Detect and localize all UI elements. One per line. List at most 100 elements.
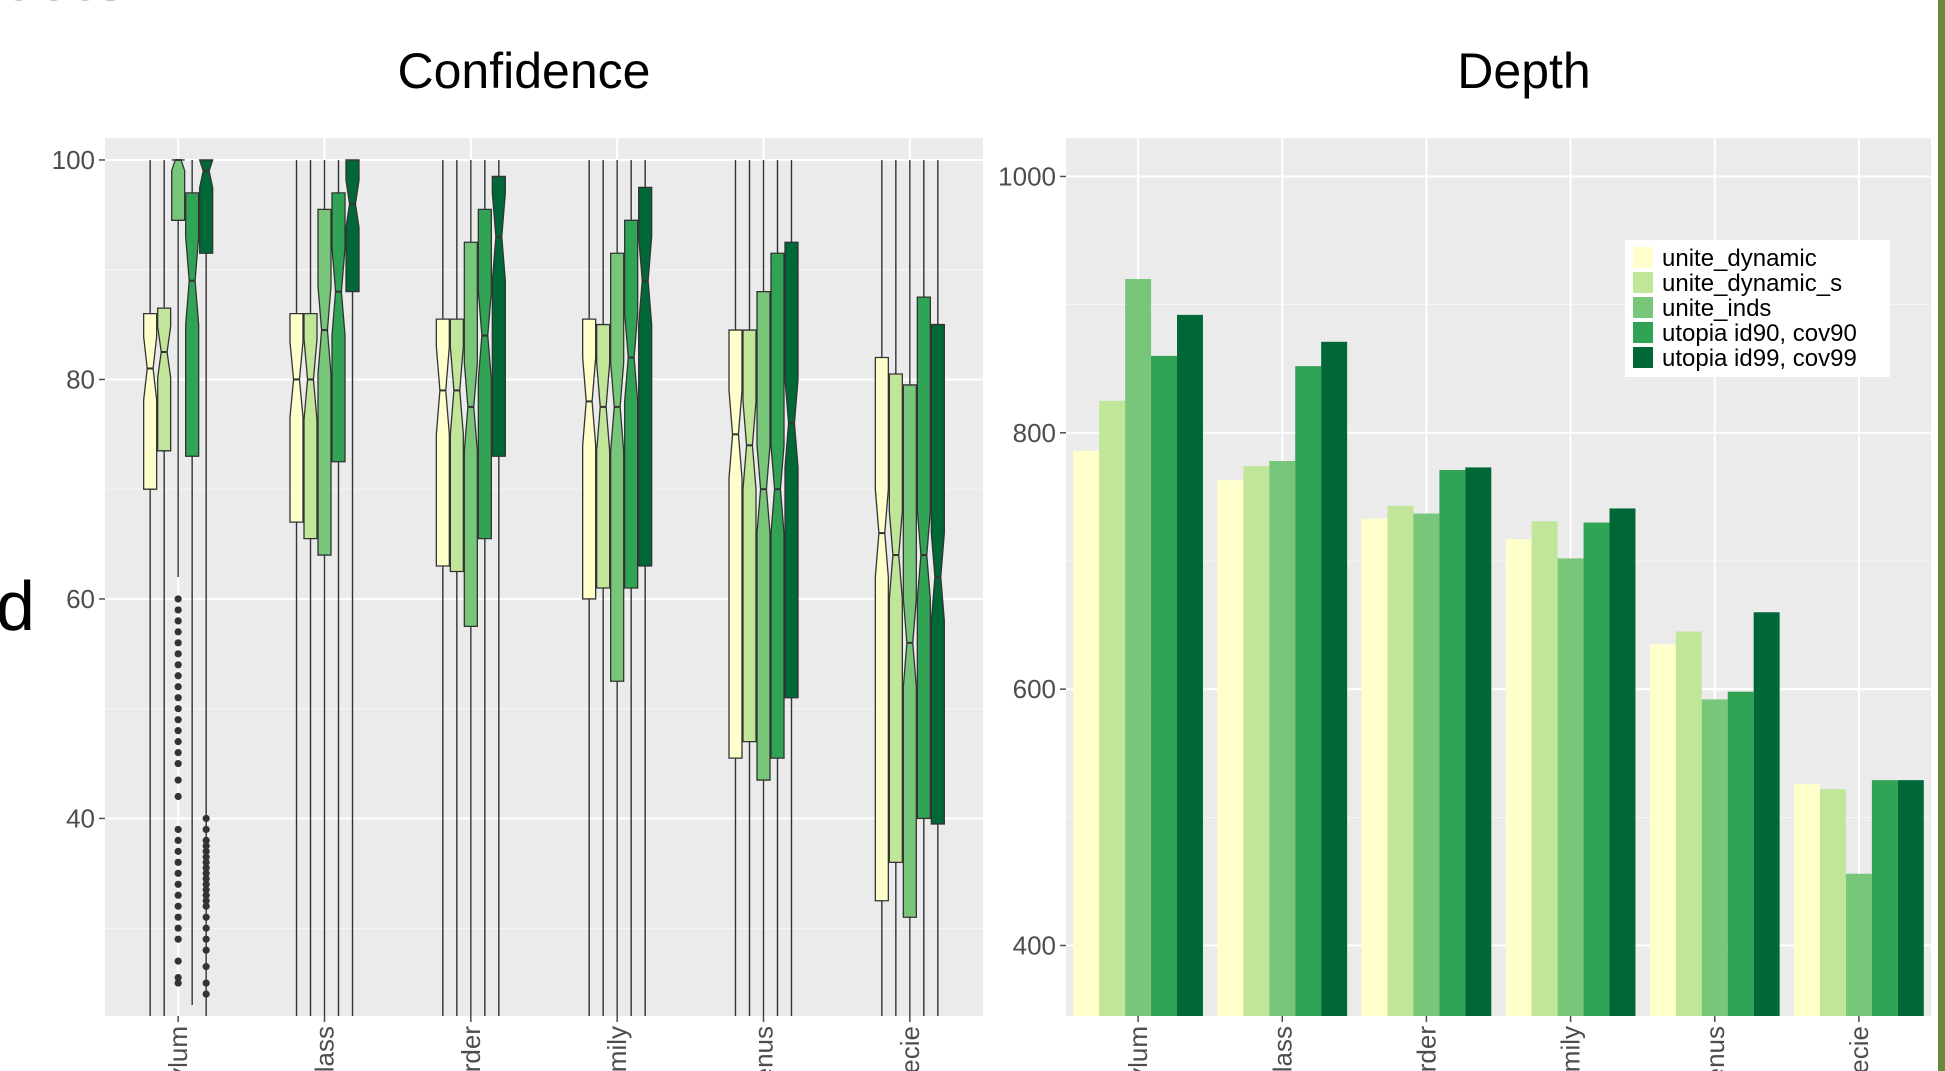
box xyxy=(596,323,611,589)
box xyxy=(916,296,931,820)
bar xyxy=(1217,480,1244,1016)
box xyxy=(888,373,903,863)
outlier-point xyxy=(174,891,182,899)
x-tick-label: ylum xyxy=(163,1026,193,1071)
legend-label: unite_dynamic_s xyxy=(1662,270,1842,297)
legend-swatch xyxy=(1633,322,1653,343)
outlier-point xyxy=(174,847,182,855)
outlier-point xyxy=(202,935,210,943)
cropped-title-fragment: cets xyxy=(0,0,128,14)
outlier-point xyxy=(202,858,210,866)
y-tick-label: 80 xyxy=(66,364,95,394)
bar xyxy=(1871,780,1898,1016)
confidence-panel: Confidence 40 60 80 100 ylum lass rder mily enus… xyxy=(52,43,983,1071)
outlier-point xyxy=(174,973,182,982)
outlier-point xyxy=(174,913,182,921)
bar xyxy=(1701,699,1728,1016)
outlier-point xyxy=(174,705,182,713)
box xyxy=(756,290,771,781)
legend-label: unite_dynamic xyxy=(1662,245,1817,272)
outlier-point xyxy=(174,825,182,834)
outlier-point xyxy=(174,738,182,746)
outlier-point xyxy=(174,935,182,943)
outlier-point xyxy=(202,836,210,845)
box xyxy=(171,159,186,221)
confidence-title: Confidence xyxy=(398,43,651,99)
box xyxy=(610,252,625,682)
box xyxy=(345,159,360,293)
x-tick-label: mily xyxy=(1556,1026,1586,1071)
bar xyxy=(1794,784,1820,1016)
outlier-point xyxy=(202,946,210,954)
legend-label: utopia id99, cov99 xyxy=(1662,345,1857,372)
outlier-point xyxy=(202,891,210,899)
x-tick-label: lass xyxy=(310,1026,340,1071)
outlier-point xyxy=(174,628,182,636)
bar xyxy=(1845,873,1872,1016)
x-tick-label: enus xyxy=(1700,1026,1730,1071)
bar xyxy=(1439,469,1466,1016)
depth-title: Depth xyxy=(1457,43,1590,99)
outlier-point xyxy=(174,869,182,877)
outlier-point xyxy=(202,814,210,823)
bar xyxy=(1727,691,1754,1016)
box xyxy=(582,318,597,600)
outlier-point xyxy=(174,683,182,691)
outlier-point xyxy=(202,902,210,910)
bar xyxy=(1897,780,1924,1016)
outlier-point xyxy=(174,639,182,647)
box xyxy=(317,208,332,556)
box xyxy=(143,312,158,490)
outlier-point xyxy=(202,875,210,883)
outlier-point xyxy=(174,957,182,965)
box xyxy=(185,192,200,457)
depth-legend: unite_dynamicunite_dynamic_sunite_indsut… xyxy=(1625,240,1890,377)
bar xyxy=(1269,461,1296,1016)
outlier-point xyxy=(174,858,182,866)
box xyxy=(157,307,172,452)
legend-label: utopia id90, cov90 xyxy=(1662,320,1857,347)
box xyxy=(331,192,346,463)
legend-swatch xyxy=(1633,272,1653,293)
outlier-point xyxy=(174,776,182,784)
box xyxy=(728,329,743,759)
y-tick-label: 800 xyxy=(1013,418,1056,448)
outlier-point xyxy=(174,650,182,658)
box xyxy=(435,318,450,567)
box xyxy=(624,219,639,589)
outlier-point xyxy=(174,606,182,614)
outlier-point xyxy=(202,869,210,877)
bar xyxy=(1177,314,1203,1017)
outlier-point xyxy=(174,694,182,702)
confidence-boxes xyxy=(143,158,945,1016)
confidence-axes: 40 60 80 100 ylum lass rder mily enus ecie xyxy=(52,145,925,1071)
outlier-point xyxy=(174,759,182,768)
outlier-point xyxy=(202,924,210,932)
outlier-point xyxy=(174,672,182,680)
box xyxy=(784,241,799,699)
outlier-point xyxy=(174,836,182,845)
box xyxy=(902,384,917,918)
bar xyxy=(1361,518,1388,1016)
y-tick-label: 600 xyxy=(1013,674,1056,704)
bar xyxy=(1465,467,1492,1016)
bar xyxy=(1295,366,1322,1016)
outlier-point xyxy=(202,847,210,855)
x-tick-label: lass xyxy=(1267,1026,1297,1071)
box xyxy=(198,159,214,254)
bar xyxy=(1557,558,1584,1016)
bar xyxy=(1531,521,1558,1016)
outlier-point xyxy=(174,661,182,669)
box xyxy=(289,312,304,523)
bar xyxy=(1243,466,1270,1016)
depth-panel: Depth 400 600 800 1000 ylum lass rder mily enus e… xyxy=(998,43,1931,1071)
outlier-point xyxy=(174,880,182,888)
box xyxy=(477,208,492,540)
bar xyxy=(1609,508,1636,1016)
y-tick-label: 40 xyxy=(66,803,95,833)
box xyxy=(742,329,757,743)
confidence-plot-area xyxy=(105,138,983,1016)
bar xyxy=(1675,631,1702,1016)
bar xyxy=(1125,278,1152,1017)
